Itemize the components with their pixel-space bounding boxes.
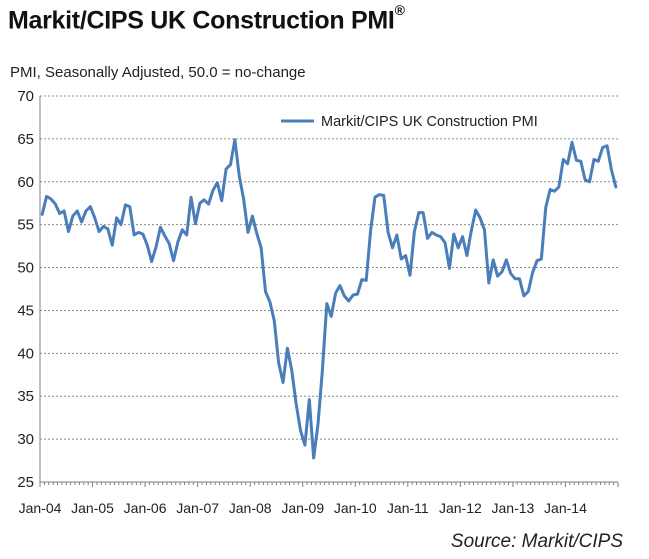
x-tick-label-Jan-13: Jan-13 (492, 500, 535, 516)
source-note: Source: Markit/CIPS (450, 531, 623, 552)
x-tick-label-Jan-10: Jan-10 (334, 500, 377, 516)
x-tick-label-Jan-07: Jan-07 (176, 500, 219, 516)
x-tick-label-Jan-04: Jan-04 (19, 500, 62, 516)
chart-subtitle: PMI, Seasonally Adjusted, 50.0 = no-chan… (10, 64, 306, 81)
x-tick-label-Jan-09: Jan-09 (281, 500, 324, 516)
x-tick-label-Jan-06: Jan-06 (124, 500, 167, 516)
y-tick-label-30: 30 (17, 431, 34, 448)
y-tick-label-25: 25 (17, 474, 34, 491)
y-tick-label-70: 70 (17, 88, 34, 105)
chart-title-text: Markit/CIPS UK Construction PMI (8, 6, 395, 35)
x-tick-label-Jan-14: Jan-14 (544, 500, 587, 516)
legend: Markit/CIPS UK Construction PMI (281, 114, 538, 130)
legend-label: Markit/CIPS UK Construction PMI (321, 114, 538, 130)
y-tick-label-55: 55 (17, 217, 34, 234)
gridlines (40, 95, 618, 440)
y-tick-labels: 25 30 35 40 45 50 55 60 65 70 (17, 88, 34, 491)
registered-mark: ® (394, 2, 405, 18)
x-tick-label-Jan-05: Jan-05 (71, 500, 114, 516)
y-tick-label-45: 45 (17, 302, 34, 319)
x-tick-label-Jan-08: Jan-08 (229, 500, 272, 516)
y-tick-label-50: 50 (17, 260, 34, 277)
x-tick-label-Jan-12: Jan-12 (439, 500, 482, 516)
series-line-construction-pmi (40, 138, 618, 460)
x-tick-label-Jan-11: Jan-11 (387, 500, 429, 516)
y-tick-label-60: 60 (17, 174, 34, 191)
series-layer (40, 138, 618, 460)
y-tick-label-65: 65 (17, 131, 34, 148)
axes (39, 96, 619, 487)
y-tick-label-35: 35 (17, 388, 34, 405)
chart-title: Markit/CIPS UK Construction PMI® (8, 2, 405, 35)
x-tick-labels: Jan-04 Jan-05 Jan-06 Jan-07 Jan-08 Jan-09 Jan-… (19, 500, 587, 516)
y-tick-label-40: 40 (17, 345, 34, 362)
